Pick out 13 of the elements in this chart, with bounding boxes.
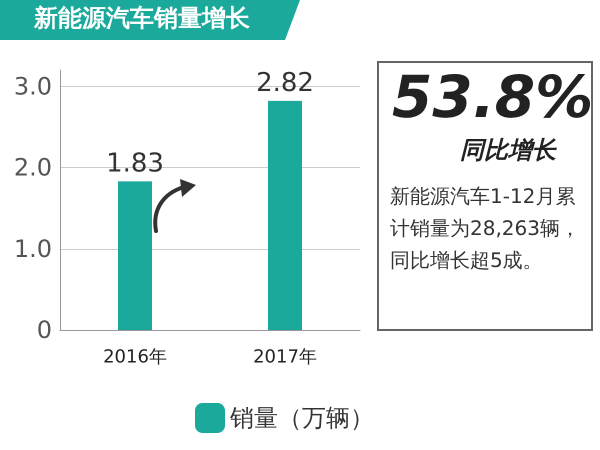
text: 53.8% [392, 63, 594, 131]
legend-label: 销量（万辆） [229, 404, 374, 432]
x-tick-label: 2016年 [103, 346, 167, 368]
data-label: 1.83 [106, 148, 164, 178]
chart-title: 新能源汽车销量增长 [33, 4, 250, 32]
data-label: 2.82 [256, 68, 314, 98]
text: 同比增长 [460, 136, 557, 164]
y-tick-label: 2.0 [14, 154, 52, 182]
x-tick-label: 2017年 [253, 346, 317, 368]
y-tick-label: 3.0 [14, 72, 52, 100]
text: 新能源汽车1-12月累计销量为28,263辆，同比增长超5成。 [390, 184, 580, 272]
y-tick-label: 0 [36, 316, 52, 344]
y-tick-label: 1.0 [14, 234, 52, 263]
